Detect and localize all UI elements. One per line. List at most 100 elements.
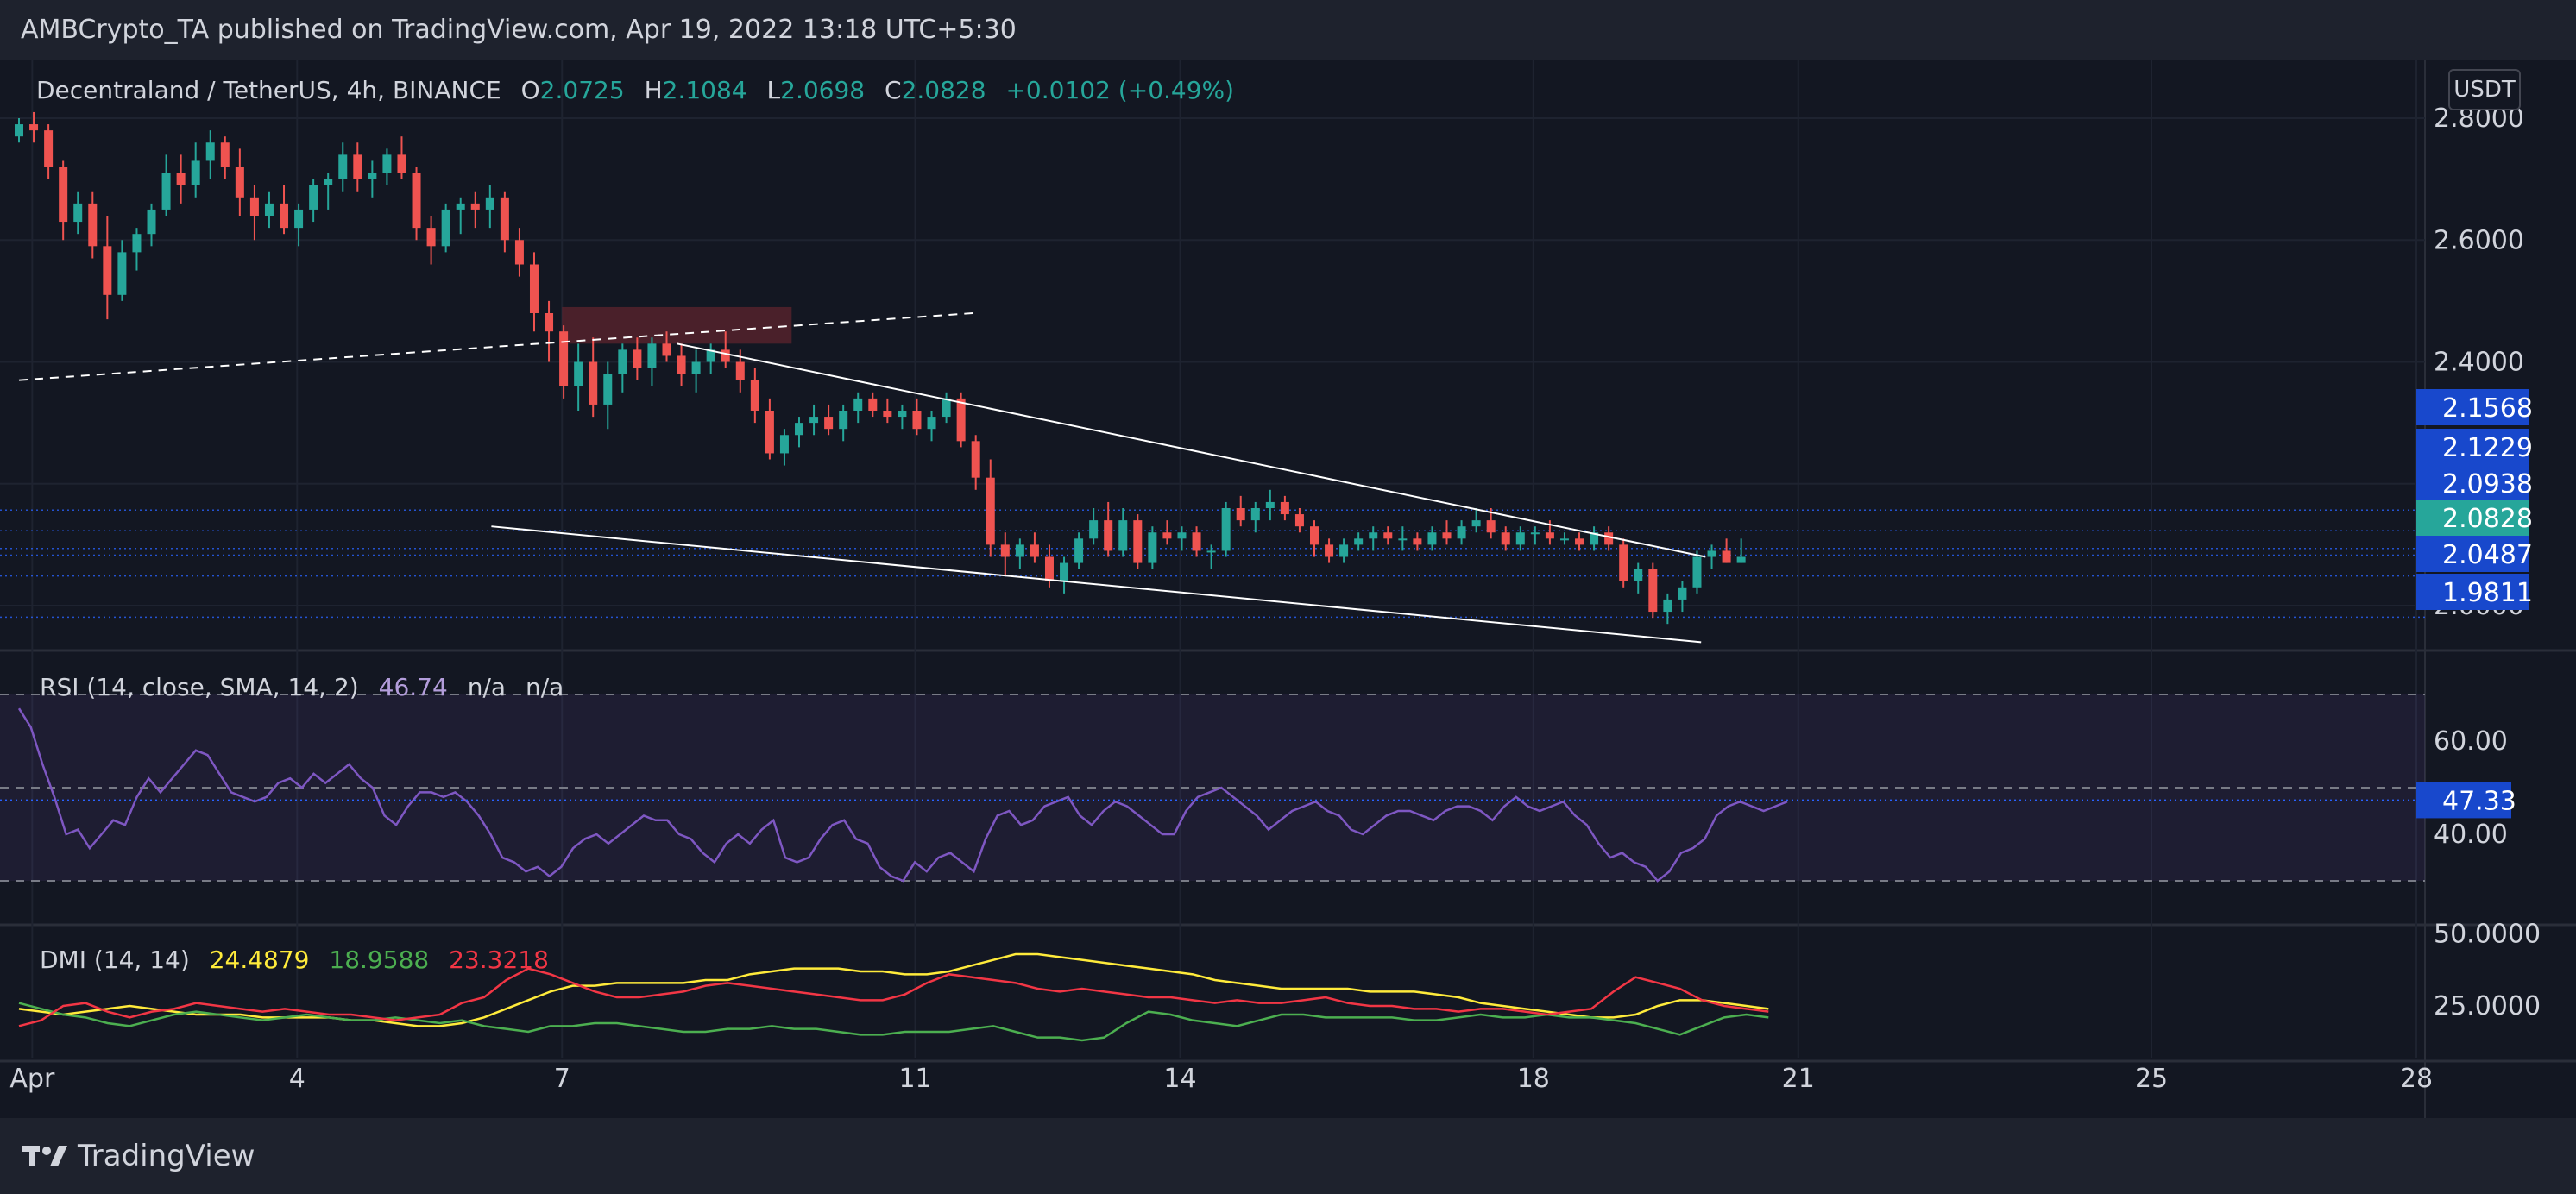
- candle[interactable]: [176, 154, 186, 204]
- resistance-zone[interactable]: [562, 306, 792, 344]
- candle[interactable]: [1118, 508, 1128, 557]
- candle[interactable]: [956, 392, 966, 448]
- candle[interactable]: [235, 148, 244, 216]
- candle[interactable]: [898, 404, 907, 430]
- candle[interactable]: [1265, 489, 1275, 521]
- candle[interactable]: [1648, 562, 1658, 619]
- candle[interactable]: [839, 404, 848, 442]
- dmi-label[interactable]: DMI (14, 14): [40, 946, 190, 974]
- candle[interactable]: [1236, 495, 1245, 527]
- candle[interactable]: [1015, 538, 1024, 569]
- candle[interactable]: [986, 459, 995, 557]
- candle[interactable]: [971, 435, 980, 490]
- candle[interactable]: [1162, 520, 1172, 545]
- candle[interactable]: [426, 216, 436, 265]
- dmi-line-adx[interactable]: [18, 952, 1769, 1027]
- candle[interactable]: [1590, 526, 1599, 551]
- candle[interactable]: [441, 203, 450, 253]
- candle[interactable]: [1000, 532, 1010, 575]
- candle[interactable]: [912, 398, 922, 436]
- candle[interactable]: [1354, 532, 1364, 551]
- candle[interactable]: [280, 185, 289, 235]
- candle[interactable]: [514, 228, 524, 277]
- candle[interactable]: [706, 343, 715, 374]
- candle[interactable]: [574, 343, 583, 411]
- candle[interactable]: [691, 349, 701, 393]
- candle[interactable]: [677, 343, 686, 386]
- dashed-trendline[interactable]: [18, 312, 973, 381]
- candle[interactable]: [1619, 538, 1628, 588]
- candle[interactable]: [73, 191, 83, 235]
- candle[interactable]: [88, 191, 98, 259]
- candle[interactable]: [795, 417, 804, 448]
- candle[interactable]: [1206, 544, 1216, 569]
- candle[interactable]: [1707, 544, 1716, 569]
- candle[interactable]: [1678, 581, 1687, 613]
- tradingview-brand[interactable]: TradingView: [21, 1134, 255, 1178]
- candle[interactable]: [545, 300, 554, 362]
- candle[interactable]: [205, 130, 215, 179]
- candle[interactable]: [1383, 526, 1393, 545]
- candle[interactable]: [470, 191, 480, 229]
- candle[interactable]: [1427, 526, 1437, 551]
- candle[interactable]: [589, 337, 598, 418]
- candle[interactable]: [1722, 538, 1731, 563]
- candle[interactable]: [809, 404, 819, 436]
- candle[interactable]: [529, 252, 539, 332]
- candle[interactable]: [1148, 526, 1157, 569]
- currency-button[interactable]: USDT: [2448, 69, 2521, 110]
- candle[interactable]: [397, 136, 406, 179]
- candle[interactable]: [1413, 532, 1422, 551]
- candle[interactable]: [1501, 526, 1510, 551]
- candle[interactable]: [1192, 526, 1201, 557]
- candle[interactable]: [264, 191, 274, 229]
- candle[interactable]: [1250, 501, 1260, 533]
- candle[interactable]: [368, 160, 377, 198]
- candle[interactable]: [1060, 556, 1069, 594]
- candle[interactable]: [1280, 495, 1289, 521]
- rsi-label[interactable]: RSI (14, close, SMA, 14, 2): [40, 673, 359, 701]
- candle[interactable]: [1221, 501, 1231, 557]
- candle[interactable]: [1457, 520, 1466, 545]
- candle[interactable]: [559, 325, 569, 399]
- rsi-line[interactable]: [17, 707, 1788, 883]
- candle[interactable]: [1736, 538, 1746, 563]
- candle[interactable]: [338, 142, 348, 192]
- candle[interactable]: [191, 142, 200, 198]
- candle[interactable]: [1559, 532, 1569, 545]
- candle[interactable]: [750, 368, 759, 424]
- candle[interactable]: [59, 160, 68, 241]
- candle[interactable]: [147, 203, 156, 247]
- candle[interactable]: [868, 392, 878, 418]
- candle[interactable]: [853, 392, 863, 424]
- candle[interactable]: [1575, 532, 1584, 551]
- candle[interactable]: [500, 191, 509, 253]
- candle[interactable]: [883, 398, 892, 424]
- candle[interactable]: [603, 361, 613, 430]
- chart-canvas[interactable]: Apr471114182125282.80002.60002.40002.200…: [0, 60, 2576, 1118]
- candle[interactable]: [927, 411, 936, 442]
- candle[interactable]: [1692, 550, 1702, 594]
- candle[interactable]: [1089, 508, 1099, 545]
- candle[interactable]: [15, 118, 23, 143]
- candle[interactable]: [779, 429, 789, 466]
- candle[interactable]: [309, 179, 318, 223]
- candle[interactable]: [161, 154, 171, 216]
- candle[interactable]: [1177, 526, 1187, 551]
- candle[interactable]: [1294, 508, 1304, 533]
- candle[interactable]: [1339, 538, 1349, 563]
- candle[interactable]: [412, 167, 421, 241]
- candle[interactable]: [1604, 526, 1614, 551]
- candle[interactable]: [1030, 532, 1039, 563]
- upper-wedge-trendline[interactable]: [677, 342, 1706, 558]
- dmi-line-minus-di[interactable]: [18, 967, 1769, 1027]
- candle[interactable]: [353, 142, 362, 192]
- candle[interactable]: [1104, 501, 1113, 557]
- candle[interactable]: [1442, 520, 1452, 545]
- candle[interactable]: [1310, 520, 1319, 557]
- dmi-line-plusminus-di[interactable]: [18, 1002, 1769, 1042]
- candle[interactable]: [117, 240, 127, 301]
- candle[interactable]: [721, 331, 730, 368]
- candle[interactable]: [662, 331, 671, 362]
- candle[interactable]: [220, 136, 230, 179]
